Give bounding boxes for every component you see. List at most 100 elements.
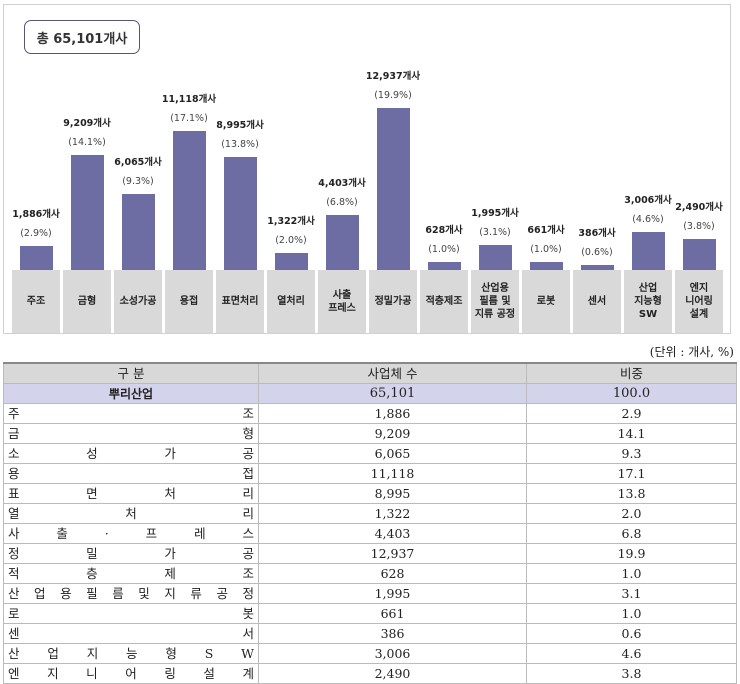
- table-row: 산 업 용 필 름 및 지 류 공 정 1,995 3.1: [3, 583, 737, 604]
- row-share: 2.0: [526, 503, 737, 524]
- value-label: 3,006개사: [624, 195, 672, 207]
- percent-label: (13.8%): [221, 139, 259, 151]
- bar: [275, 253, 308, 270]
- percent-label: (17.1%): [170, 112, 208, 124]
- row-share: 2.9: [526, 403, 737, 424]
- category-label: 로봇: [522, 270, 570, 333]
- plot-area: 1,886개사 (2.9%) 9,209개사 (14.1%) 6,065개사 (9.3%)…: [12, 65, 724, 270]
- row-label: 용 접: [3, 463, 259, 484]
- value-label: 1,995개사: [471, 208, 519, 220]
- value-label: 6,065개사: [114, 157, 162, 169]
- row-label: 표 면 처 리: [3, 483, 259, 504]
- total-label: 뿌리산업: [3, 383, 259, 404]
- row-label: 산 업 용 필 름 및 지 류 공 정: [3, 583, 259, 604]
- row-count: 9,209: [258, 423, 527, 444]
- row-share: 19.9: [526, 543, 737, 564]
- value-label: 4,403개사: [318, 177, 366, 189]
- row-label: 주 조: [3, 403, 259, 424]
- bar: [683, 238, 716, 270]
- total-count: 65,101: [258, 383, 527, 404]
- row-label: 열 처 리: [3, 503, 259, 524]
- percent-label: (9.3%): [122, 176, 154, 188]
- row-share: 13.8: [526, 483, 737, 504]
- percent-label: (3.8%): [683, 220, 715, 232]
- bar-group: 9,209개사 (14.1%): [63, 65, 111, 270]
- percent-label: (6.8%): [326, 196, 358, 208]
- category-label: 용접: [165, 270, 213, 333]
- value-label: 1,322개사: [267, 216, 315, 228]
- bar-group: 11,118개사 (17.1%): [162, 65, 216, 270]
- category-label: 산업 지능형 SW: [624, 270, 672, 333]
- row-label: 적 층 제 조: [3, 563, 259, 584]
- category-label: 사출 프레스: [318, 270, 366, 333]
- percent-label: (1.0%): [428, 244, 460, 256]
- table-row: 소 성 가 공 6,065 9.3: [3, 443, 737, 464]
- table-row: 용 접 11,118 17.1: [3, 463, 737, 484]
- row-label: 센 서: [3, 623, 259, 644]
- row-share: 1.0: [526, 563, 737, 584]
- data-table: 구 분 사업체 수 비중 뿌리산업 65,101 100.0 주 조 1,886 2…: [3, 362, 737, 684]
- bar-group: 628개사 (1.0%): [420, 65, 468, 270]
- bar: [377, 108, 410, 270]
- row-count: 1,886: [258, 403, 527, 424]
- percent-label: (19.9%): [374, 90, 412, 101]
- value-label: 12,937개사: [365, 71, 421, 82]
- row-share: 1.0: [526, 603, 737, 624]
- bar-group: 6,065개사 (9.3%): [114, 65, 162, 270]
- table-row: 표 면 처 리 8,995 13.8: [3, 483, 737, 504]
- total-badge: 총 65,101개사: [24, 20, 140, 54]
- percent-label: (1.0%): [530, 243, 562, 255]
- row-label: 엔 지 니 어 링 설 계: [3, 663, 259, 684]
- row-label: 사 출 · 프 레 스: [3, 523, 259, 544]
- unit-label: (단위 : 개사, %): [649, 345, 734, 359]
- row-count: 6,065: [258, 443, 527, 464]
- table-row: 열 처 리 1,322 2.0: [3, 503, 737, 524]
- percent-label: (4.6%): [632, 214, 664, 226]
- row-count: 1,995: [258, 583, 527, 604]
- category-label: 센서: [573, 270, 621, 333]
- table-row: 센 서 386 0.6: [3, 623, 737, 644]
- value-label: 661개사: [527, 224, 565, 236]
- value-label: 2,490개사: [675, 201, 723, 213]
- row-count: 628: [258, 563, 527, 584]
- total-share: 100.0: [526, 383, 737, 404]
- bar: [20, 246, 53, 270]
- table-header-row: 구 분 사업체 수 비중: [3, 362, 737, 384]
- bar: [71, 154, 104, 270]
- bar: [428, 262, 461, 270]
- row-count: 12,937: [258, 543, 527, 564]
- row-count: 3,006: [258, 643, 527, 664]
- row-count: 2,490: [258, 663, 527, 684]
- percent-label: (3.1%): [479, 227, 511, 239]
- row-label: 소 성 가 공: [3, 443, 259, 464]
- bar-group: 1,995개사 (3.1%): [471, 65, 519, 270]
- bar-group: 12,937개사 (19.9%): [366, 65, 420, 270]
- category-label: 산업용 필름 및 지류 공정: [471, 270, 519, 333]
- bar: [632, 232, 665, 270]
- value-label: 8,995개사: [216, 120, 264, 132]
- bar: [581, 265, 614, 270]
- bar-group: 661개사 (1.0%): [522, 65, 570, 270]
- category-label: 엔지 니어링 설계: [675, 270, 723, 333]
- bar-group: 386개사 (0.6%): [573, 65, 621, 270]
- table-row: 엔 지 니 어 링 설 계 2,490 3.8: [3, 663, 737, 684]
- row-share: 3.1: [526, 583, 737, 604]
- bar-group: 3,006개사 (4.6%): [624, 65, 672, 270]
- bar: [224, 157, 257, 270]
- percent-label: (2.9%): [20, 228, 52, 240]
- row-label: 정 밀 가 공: [3, 543, 259, 564]
- bar-group: 4,403개사 (6.8%): [318, 65, 366, 270]
- row-share: 14.1: [526, 423, 737, 444]
- table-row: 주 조 1,886 2.9: [3, 403, 737, 424]
- category-label: 정밀가공: [369, 270, 417, 333]
- category-label: 열처리: [267, 270, 315, 333]
- bar: [122, 194, 155, 270]
- bar: [479, 245, 512, 270]
- table-row: 로 봇 661 1.0: [3, 603, 737, 624]
- row-count: 4,403: [258, 523, 527, 544]
- row-label: 금 형: [3, 423, 259, 444]
- bar: [173, 130, 206, 270]
- category-label: 주조: [12, 270, 60, 333]
- percent-label: (2.0%): [275, 235, 307, 247]
- value-label: 628개사: [425, 225, 463, 237]
